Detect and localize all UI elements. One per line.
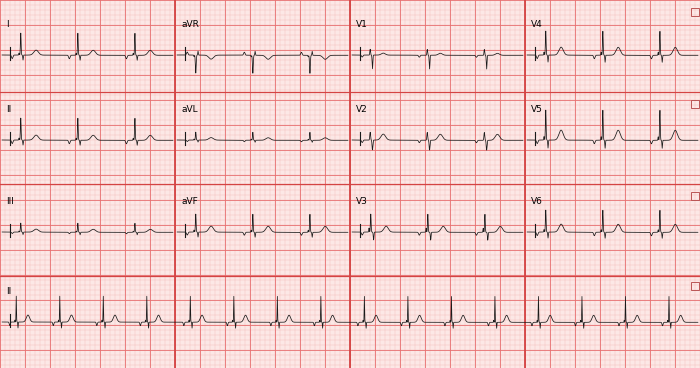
Text: aVL: aVL — [181, 105, 197, 114]
Text: V3: V3 — [356, 197, 368, 206]
Text: III: III — [6, 197, 14, 206]
Text: II: II — [6, 105, 11, 114]
Bar — [691, 8, 699, 16]
Text: V2: V2 — [356, 105, 368, 114]
Text: V5: V5 — [531, 105, 543, 114]
Text: II: II — [6, 287, 11, 296]
Bar — [691, 100, 699, 108]
Bar — [691, 192, 699, 200]
Text: V6: V6 — [531, 197, 543, 206]
Text: V1: V1 — [356, 20, 368, 29]
Text: aVR: aVR — [181, 20, 199, 29]
Text: aVF: aVF — [181, 197, 197, 206]
Text: V4: V4 — [531, 20, 542, 29]
Text: I: I — [6, 20, 8, 29]
Bar — [691, 282, 699, 290]
